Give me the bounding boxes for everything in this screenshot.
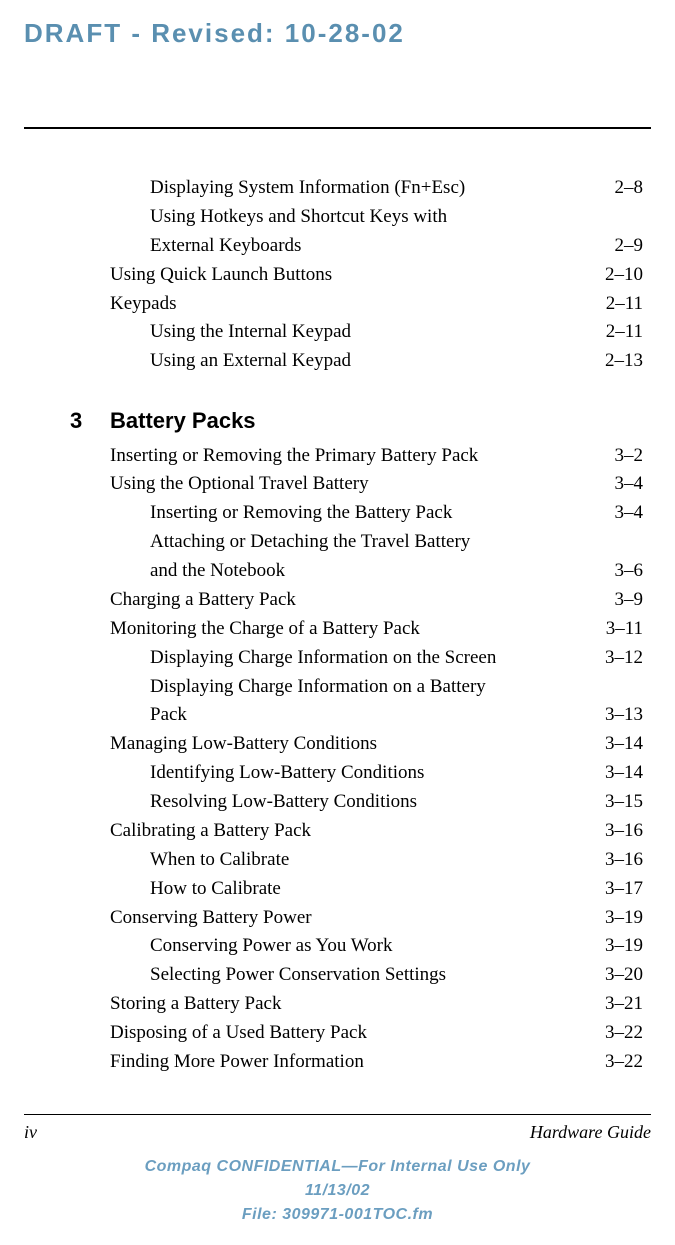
toc-entry: When to Calibrate 3–16 [110,846,643,875]
confidential-block: Compaq CONFIDENTIAL—For Internal Use Onl… [0,1155,675,1227]
toc-label: Using Hotkeys and Shortcut Keys with [150,203,447,232]
toc-entry: Conserving Power as You Work 3–19 [110,932,643,961]
toc-page: 2–9 [609,232,644,261]
toc-entry: Pack 3–13 [110,701,643,730]
toc-entry: Inserting or Removing the Battery Pack 3–… [110,499,643,528]
toc-page: 3–14 [599,730,643,759]
toc-label: Disposing of a Used Battery Pack [110,1019,367,1048]
doc-title: Hardware Guide [530,1122,651,1143]
toc-entry: Displaying Charge Information on the Scr… [110,644,643,673]
toc-label: Monitoring the Charge of a Battery Pack [110,615,420,644]
toc-entry: Charging a Battery Pack 3–9 [110,586,643,615]
chapter-number: 3 [70,404,110,437]
footer-line: iv Hardware Guide [24,1122,651,1143]
toc-page: 3–4 [609,499,644,528]
toc-entry: Finding More Power Information 3–22 [110,1048,643,1077]
toc-label: Using Quick Launch Buttons [110,261,332,290]
toc-entry: Keypads 2–11 [110,290,643,319]
toc-label: Using an External Keypad [150,347,351,376]
toc-label: Resolving Low-Battery Conditions [150,788,417,817]
confidential-line: Compaq CONFIDENTIAL—For Internal Use Onl… [0,1155,675,1179]
toc-entry: How to Calibrate 3–17 [110,875,643,904]
toc-page: 3–22 [599,1019,643,1048]
confidential-line: File: 309971-001TOC.fm [0,1203,675,1227]
toc-entry: Identifying Low-Battery Conditions 3–14 [110,759,643,788]
toc-label: Displaying Charge Information on the Scr… [150,644,496,673]
toc-page: 3–9 [609,586,644,615]
toc-entry: Using an External Keypad 2–13 [110,347,643,376]
table-of-contents: Displaying System Information (Fn+Esc) 2–… [110,174,643,1077]
chapter-heading: 3Battery Packs [70,404,643,437]
toc-label: Charging a Battery Pack [110,586,296,615]
toc-entry: Inserting or Removing the Primary Batter… [110,442,643,471]
toc-entry: Disposing of a Used Battery Pack 3–22 [110,1019,643,1048]
toc-entry: Displaying System Information (Fn+Esc) 2–… [110,174,643,203]
toc-label: Attaching or Detaching the Travel Batter… [150,528,470,557]
toc-label: Displaying System Information (Fn+Esc) [150,174,465,203]
toc-entry: Managing Low-Battery Conditions 3–14 [110,730,643,759]
toc-entry: and the Notebook 3–6 [110,557,643,586]
toc-label: Using the Internal Keypad [150,318,351,347]
toc-page: 3–12 [599,644,643,673]
toc-page: 2–13 [599,347,643,376]
toc-page: 3–4 [609,470,644,499]
toc-entry: Using Quick Launch Buttons 2–10 [110,261,643,290]
toc-page: 2–8 [609,174,644,203]
toc-page: 3–20 [599,961,643,990]
toc-page: 3–11 [600,615,643,644]
toc-label: Inserting or Removing the Primary Batter… [110,442,478,471]
toc-label: Selecting Power Conservation Settings [150,961,446,990]
toc-page: 3–19 [599,932,643,961]
toc-entry: External Keyboards 2–9 [110,232,643,261]
toc-page: 3–6 [609,557,644,586]
toc-label: External Keyboards [150,232,301,261]
footer-rule [24,1114,651,1115]
toc-page: 3–14 [599,759,643,788]
header-rule [24,127,651,129]
toc-label: Finding More Power Information [110,1048,364,1077]
toc-label: Managing Low-Battery Conditions [110,730,377,759]
toc-label: Conserving Battery Power [110,904,312,933]
toc-entry: Conserving Battery Power 3–19 [110,904,643,933]
toc-label: Pack [150,701,187,730]
toc-page: 3–16 [599,817,643,846]
toc-entry: Selecting Power Conservation Settings 3–2… [110,961,643,990]
toc-entry: Using the Optional Travel Battery 3–4 [110,470,643,499]
toc-entry: Calibrating a Battery Pack 3–16 [110,817,643,846]
toc-entry: Using Hotkeys and Shortcut Keys with [110,203,643,232]
chapter-title: Battery Packs [110,404,256,437]
draft-banner: DRAFT - Revised: 10-28-02 [24,18,651,49]
toc-label: Identifying Low-Battery Conditions [150,759,424,788]
confidential-line: 11/13/02 [0,1179,675,1203]
toc-entry: Resolving Low-Battery Conditions 3–15 [110,788,643,817]
toc-page: 3–2 [609,442,644,471]
toc-page: 2–10 [599,261,643,290]
toc-page: 3–21 [599,990,643,1019]
toc-page: 2–11 [600,290,643,319]
toc-page: 3–16 [599,846,643,875]
toc-label: Storing a Battery Pack [110,990,282,1019]
toc-label: Calibrating a Battery Pack [110,817,311,846]
toc-page: 3–15 [599,788,643,817]
toc-label: Displaying Charge Information on a Batte… [150,673,486,702]
toc-entry: Displaying Charge Information on a Batte… [110,673,643,702]
toc-entry: Monitoring the Charge of a Battery Pack 3… [110,615,643,644]
toc-page: 3–19 [599,904,643,933]
toc-page: 2–11 [600,318,643,347]
toc-page: 3–13 [599,701,643,730]
toc-label: Conserving Power as You Work [150,932,393,961]
toc-label: How to Calibrate [150,875,281,904]
toc-page: 3–17 [599,875,643,904]
toc-entry: Attaching or Detaching the Travel Batter… [110,528,643,557]
toc-page: 3–22 [599,1048,643,1077]
toc-label: Using the Optional Travel Battery [110,470,369,499]
toc-label: When to Calibrate [150,846,289,875]
toc-label: and the Notebook [150,557,285,586]
toc-entry: Using the Internal Keypad 2–11 [110,318,643,347]
toc-label: Keypads [110,290,176,319]
page-number: iv [24,1122,37,1143]
toc-label: Inserting or Removing the Battery Pack [150,499,452,528]
toc-entry: Storing a Battery Pack 3–21 [110,990,643,1019]
